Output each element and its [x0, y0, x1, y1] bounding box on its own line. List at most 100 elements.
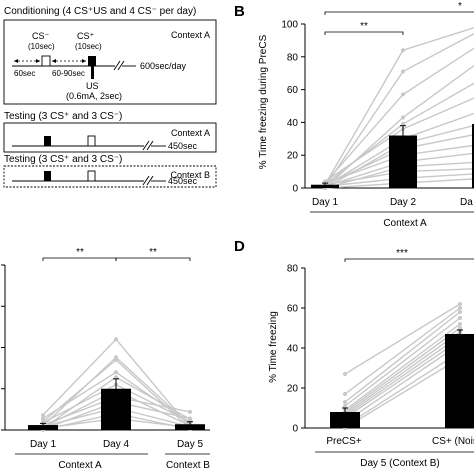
- panel-d-ytick-label: 20: [287, 384, 299, 395]
- panel-b-yticks: 0 20 40 60 80 100: [281, 20, 305, 195]
- panel-d-subject-lines: [343, 302, 462, 430]
- context-a-label-2: Context A: [171, 128, 210, 138]
- panel-c-bar: [28, 425, 58, 430]
- panel-d-ytick-label: 60: [287, 304, 299, 315]
- panel-b-ytick-label: 80: [287, 52, 299, 63]
- arrow-head: [52, 59, 56, 63]
- panel-c-subject-point: [188, 416, 192, 421]
- panel-b: B % Time freezing during PreCS 0 20 40 60 80…: [234, 1, 474, 229]
- panel-c-subject-point: [114, 357, 118, 362]
- panel-c-group-a: Context A: [58, 460, 102, 471]
- context-b-label: Context B: [170, 170, 210, 180]
- panel-d-yticks: 0 20 40 60 80: [287, 264, 305, 435]
- arrow-head: [36, 59, 40, 63]
- panel-d-subject-line: [344, 339, 461, 419]
- us-shock-bar: [91, 66, 94, 79]
- panel-d-cat-precs: PreCS+: [326, 436, 361, 447]
- panel-d-cat-cs: CS+ (Nois: [432, 436, 474, 447]
- cs-minus-duration: (10sec): [28, 42, 55, 51]
- panel-c-sig-bracket-1: [42, 257, 117, 261]
- cs-plus-stimulus: [88, 56, 96, 66]
- panel-d-subject-point: [343, 372, 347, 376]
- test-cs-plus-a: [44, 136, 51, 146]
- panel-d-ylabel: % Time freezing: [268, 311, 279, 383]
- panel-c-sig-bracket-2: [115, 257, 191, 261]
- context-a-label-1: Context A: [171, 30, 210, 40]
- conditioning-title: Conditioning (4 CS⁺US and 4 CS⁻ per day): [4, 6, 196, 17]
- interval-60-label: 60sec: [14, 69, 35, 78]
- panel-b-sig-bracket-2: [324, 11, 474, 15]
- panel-d-subject-point: [458, 316, 462, 320]
- test-cs-minus-a: [87, 135, 96, 147]
- panel-b-ytick-label: 60: [287, 85, 299, 96]
- panel-d-subject-point: [343, 404, 347, 408]
- panel-d-ytick-label: 0: [292, 424, 298, 435]
- panel-d-subject-line: [344, 323, 461, 411]
- arrow-head: [82, 59, 86, 63]
- testing-title-a: Testing (3 CS⁺ and 3 CS⁻): [4, 111, 122, 122]
- panel-d-subject-point: [343, 392, 347, 396]
- panel-b-cat-day3: Da: [460, 197, 473, 208]
- panel-c-bars: [28, 378, 205, 430]
- panel-b-bar: [389, 135, 417, 188]
- panel-c-bar: [101, 388, 131, 430]
- testing-title-b: Testing (3 CS⁺ and 3 CS⁻): [4, 154, 122, 165]
- panel-d: D % Time freezing 0 20 40 60 80 PreCS+ CS+ (…: [234, 238, 474, 469]
- testing-duration-b: 450sec: [168, 176, 198, 186]
- panel-d-subject-point: [458, 302, 462, 306]
- panel-d-subject-line: [344, 351, 461, 427]
- panel-b-subject-point: [401, 122, 405, 127]
- panel-d-bar: [330, 412, 360, 428]
- cs-minus-label: CS⁻: [32, 31, 50, 41]
- panel-b-cat-day2: Day 2: [390, 197, 417, 208]
- panel-b-cat-day1: Day 1: [312, 197, 339, 208]
- panel-c-cat-day1: Day 1: [30, 439, 57, 450]
- panel-c-subject-point: [114, 375, 118, 380]
- panel-c-group-b: Context B: [166, 460, 210, 471]
- panel-d-subject-point: [458, 322, 462, 326]
- panel-b-subject-point: [401, 69, 405, 74]
- panel-d-subject-line: [344, 327, 461, 413]
- panel-b-sig-2: *: [458, 1, 462, 12]
- panel-d-subject-line: [344, 307, 461, 395]
- panel-d-bar: [445, 334, 474, 428]
- axis-break-mark: [146, 140, 154, 151]
- panel-b-sig-1: **: [360, 21, 368, 32]
- test-cs-minus-b: [87, 170, 96, 182]
- cs-plus-label: CS⁺: [77, 31, 95, 41]
- us-label: US: [86, 81, 99, 91]
- panel-c-bar: [175, 424, 205, 430]
- panel-b-group-label: Context A: [383, 218, 427, 229]
- panel-d-letter: D: [234, 238, 245, 255]
- panel-d-subject-line: [344, 331, 461, 415]
- panel-d-subject-point: [458, 326, 462, 330]
- panel-b-ytick-label: 40: [287, 118, 299, 129]
- panel-c-subject-point: [188, 409, 192, 414]
- panel-d-subject-line: [344, 311, 461, 403]
- panel-b-bar: [472, 124, 474, 188]
- panel-b-subject-point: [401, 92, 405, 97]
- axis-break-mark: [113, 60, 121, 71]
- panel-d-subject-line: [344, 317, 461, 407]
- panel-b-subject-point: [401, 48, 405, 53]
- panel-d-ytick-label: 80: [287, 264, 299, 275]
- panel-d-subject-point: [458, 306, 462, 310]
- panel-b-ytick-label: 0: [292, 184, 298, 195]
- panel-c-subject-point: [114, 337, 118, 342]
- axis-break-mark: [146, 175, 154, 186]
- us-detail-label: (0.6mA, 2sec): [66, 91, 122, 101]
- panel-c: Day 1 Day 4 Day 5 Context A Context B **…: [1, 247, 210, 471]
- cs-plus-duration: (10sec): [75, 42, 102, 51]
- panel-b-bar: [311, 184, 339, 188]
- axis-break-mark: [117, 60, 125, 71]
- panel-c-cat-day5: Day 5: [177, 439, 204, 450]
- interval-6090-label: 60-90sec: [52, 69, 85, 78]
- panel-c-sig-1: **: [76, 247, 84, 258]
- panel-d-subject-line: [344, 343, 461, 423]
- panel-b-ylabel: % Time freezing during PreCS: [258, 34, 269, 169]
- axis-break-mark: [142, 175, 150, 186]
- test-cs-plus-b: [44, 171, 51, 181]
- panel-d-subject-point: [343, 400, 347, 404]
- panel-c-sig-2: **: [149, 247, 157, 258]
- panel-c-subject-point: [41, 413, 45, 418]
